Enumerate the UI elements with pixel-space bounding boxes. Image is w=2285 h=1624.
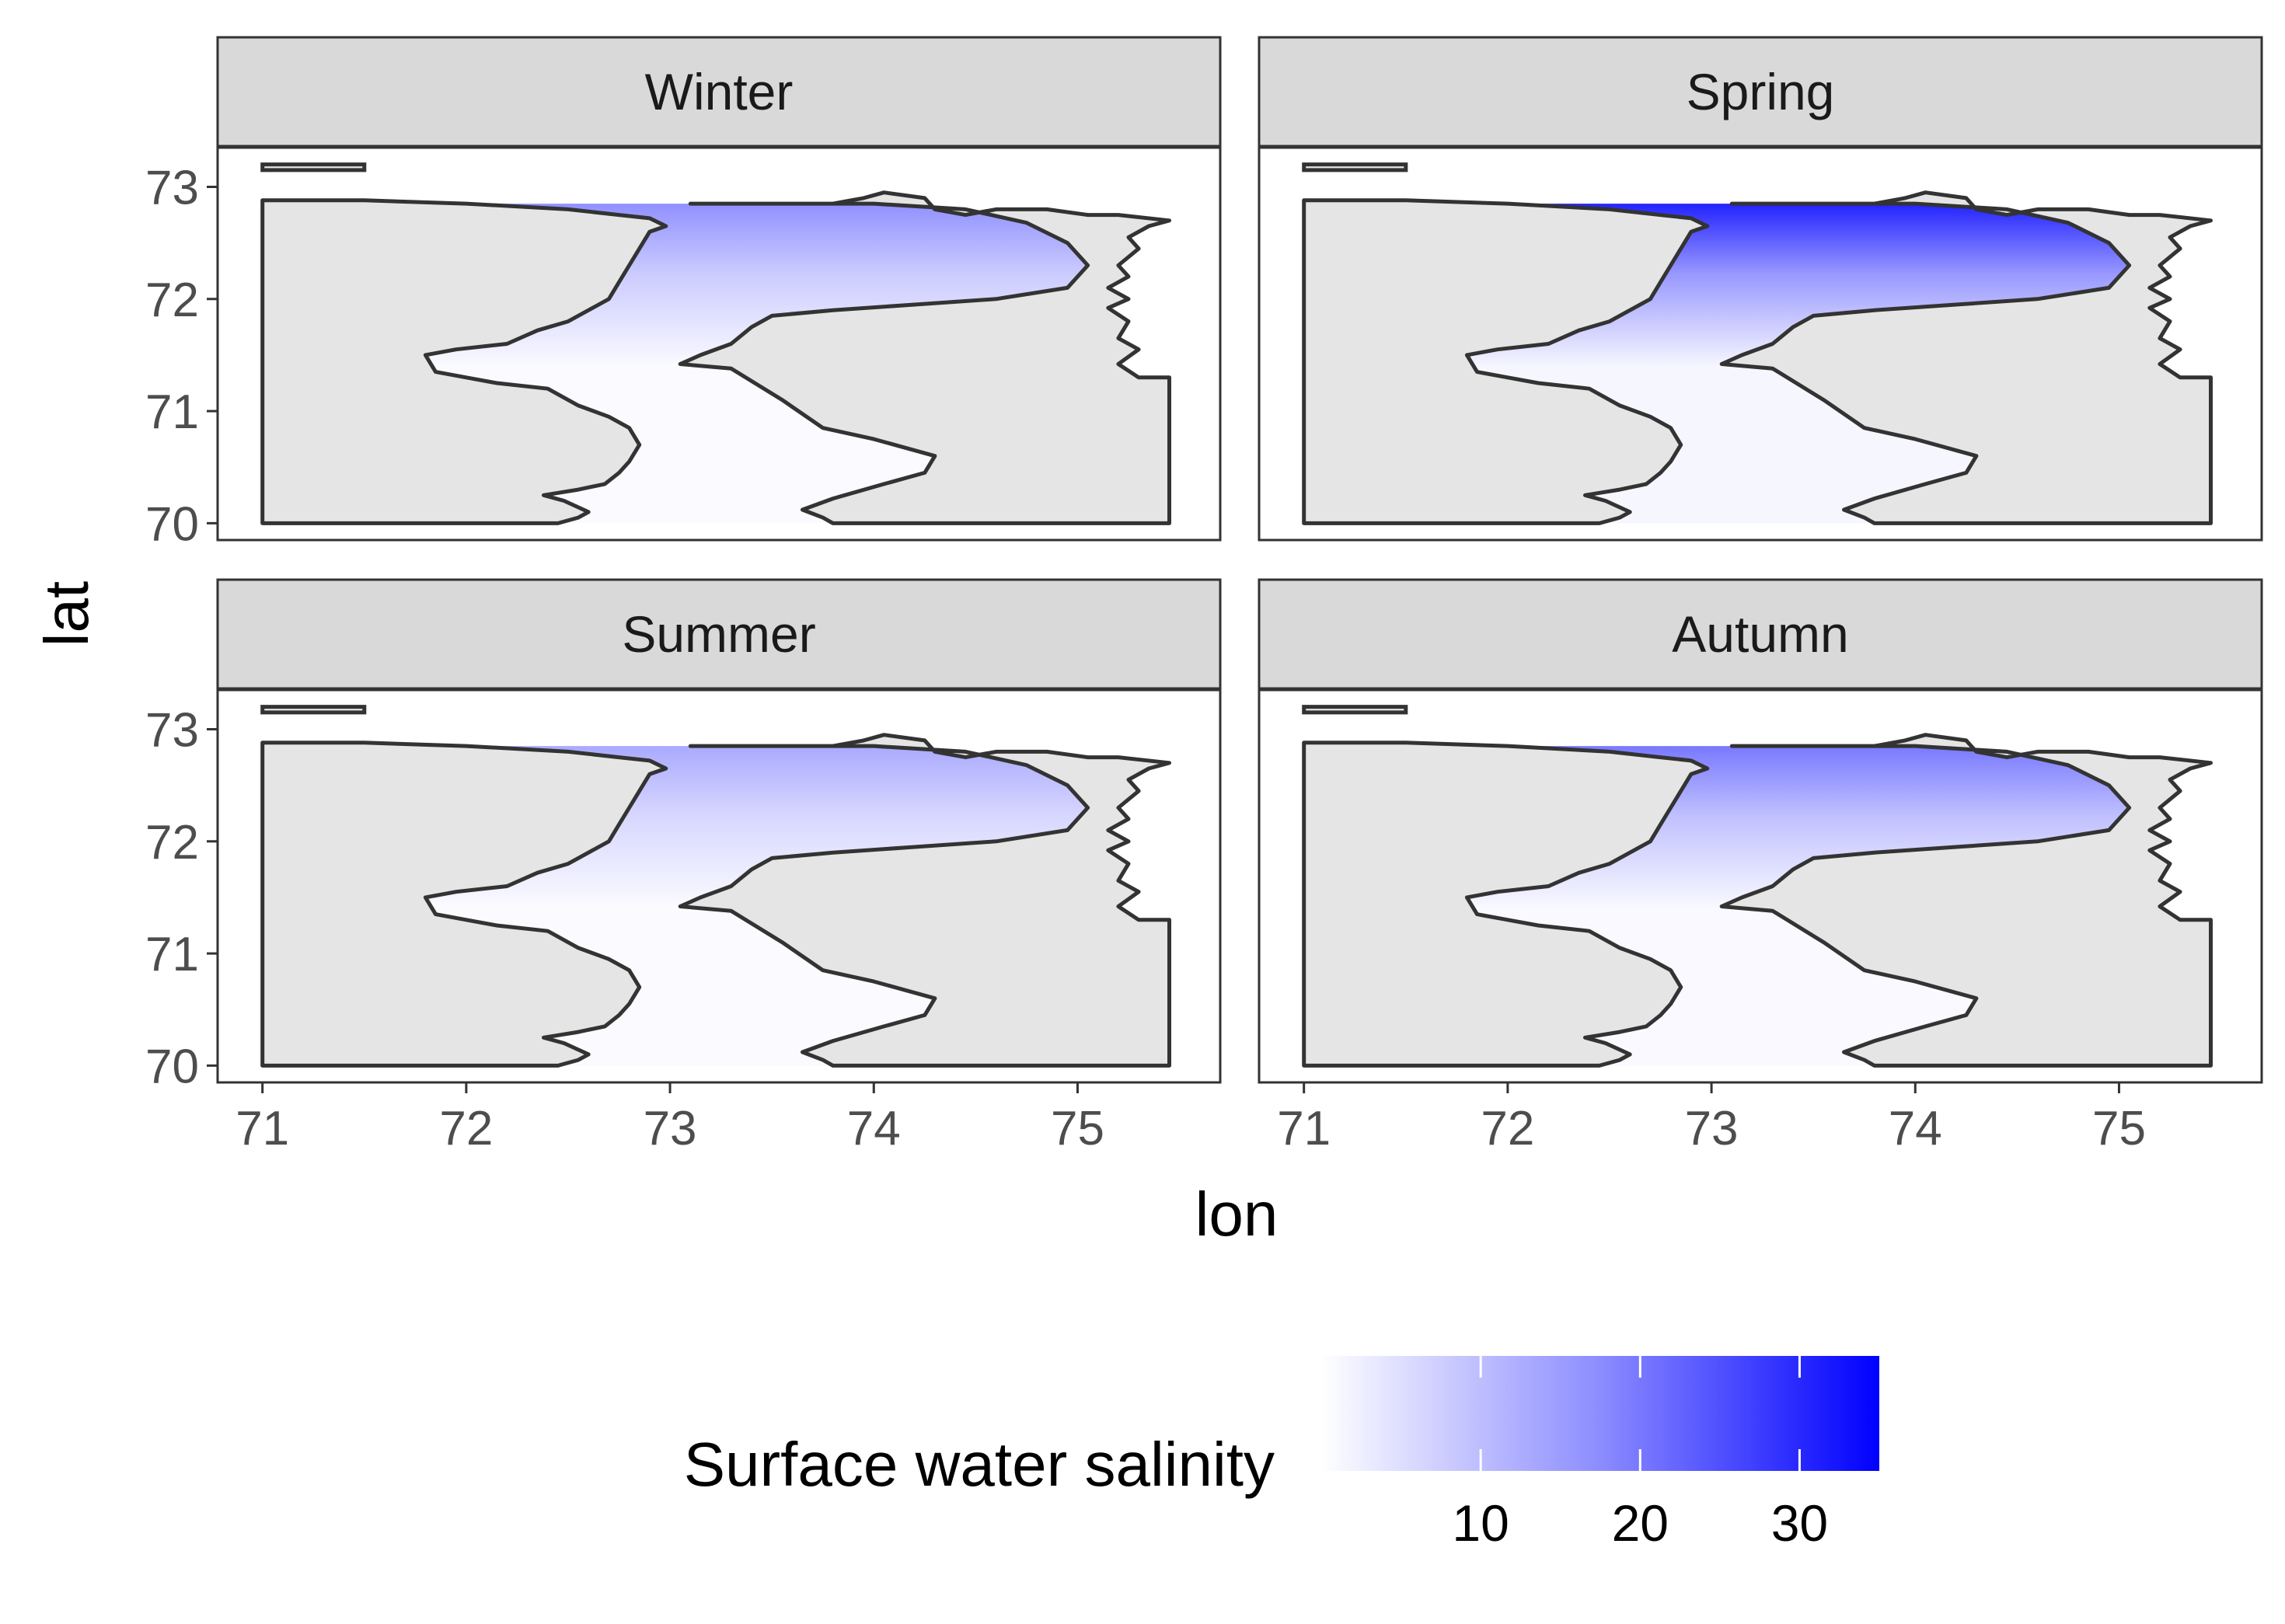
y-tick-label: 72 <box>145 274 199 327</box>
strip-background <box>216 36 1222 148</box>
strip-background <box>216 578 1222 690</box>
panels: Winter 70 71 72 73 Spring Summer 70 71 72 73 71 72 73… <box>145 36 2263 1155</box>
panel-autumn: Autumn 71 72 73 74 75 <box>1258 578 2263 1155</box>
colorbar-tick-label: 30 <box>1771 1494 1828 1552</box>
west-land <box>260 741 668 1068</box>
panel-border <box>216 146 1222 542</box>
panel-spring: Spring <box>1258 36 2263 542</box>
x-tick-label: 75 <box>2092 1102 2146 1155</box>
island <box>1302 162 1408 173</box>
y-tick-label: 73 <box>145 162 199 215</box>
strip-background <box>1258 36 2263 148</box>
x-tick-label: 74 <box>847 1102 901 1155</box>
y-tick-label: 70 <box>145 1040 199 1093</box>
east-land <box>1719 190 2213 525</box>
y-tick-label: 71 <box>145 928 199 981</box>
y-tick-label: 73 <box>145 704 199 758</box>
strip-label: Winter <box>645 63 794 120</box>
y-tick-label: 72 <box>145 816 199 870</box>
salinity-field <box>1467 746 2130 1066</box>
x-tick-label: 73 <box>1685 1102 1739 1155</box>
panel-winter: Winter 70 71 72 73 <box>145 36 1222 551</box>
y-tick-label: 70 <box>145 497 199 551</box>
island <box>260 705 367 715</box>
x-tick-label: 75 <box>1051 1102 1104 1155</box>
x-tick-label: 71 <box>235 1102 289 1155</box>
east-land <box>678 733 1171 1068</box>
panel-border <box>1258 146 2263 542</box>
x-tick-label: 73 <box>644 1102 697 1155</box>
x-tick-label: 74 <box>1889 1102 1942 1155</box>
panel-border <box>1258 688 2263 1084</box>
x-tick-label: 72 <box>1481 1102 1534 1155</box>
strip-background <box>1258 578 2263 690</box>
colorbar <box>1321 1356 1879 1471</box>
salinity-field <box>425 746 1088 1066</box>
x-tick-label: 71 <box>1277 1102 1331 1155</box>
x-axis-title: lon <box>1195 1180 1279 1249</box>
strip-label: Spring <box>1687 63 1835 120</box>
panel-summer: Summer 70 71 72 73 71 72 73 74 75 <box>145 578 1222 1155</box>
island <box>1302 705 1408 715</box>
colorbar-tick-label: 20 <box>1612 1494 1669 1552</box>
west-land <box>260 198 668 525</box>
x-tick-label: 72 <box>439 1102 493 1155</box>
strip-label: Summer <box>622 605 815 663</box>
salinity-field <box>425 204 1088 524</box>
panel-border <box>216 688 1222 1084</box>
legend: Surface water salinity 10 20 30 <box>684 1356 1879 1552</box>
west-land <box>1302 198 1710 525</box>
y-axis-title: lat <box>32 581 101 647</box>
colorbar-tick-label: 10 <box>1452 1494 1509 1552</box>
west-land <box>1302 741 1710 1068</box>
island <box>260 162 367 173</box>
salinity-field <box>1467 204 2130 524</box>
y-tick-label: 71 <box>145 385 199 439</box>
strip-label: Autumn <box>1672 605 1848 663</box>
east-land <box>678 190 1171 525</box>
legend-title: Surface water salinity <box>684 1430 1275 1499</box>
east-land <box>1719 733 2213 1068</box>
